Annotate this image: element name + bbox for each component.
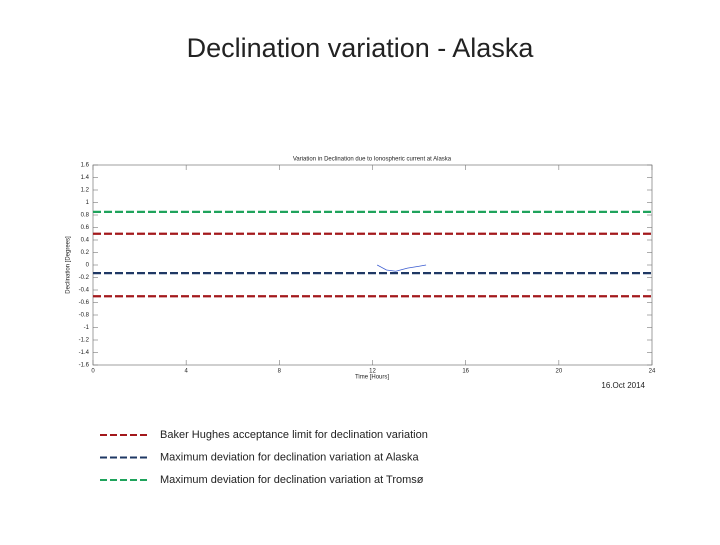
y-tick-label: 0	[86, 263, 90, 269]
x-tick-label: 16	[462, 369, 469, 375]
legend-label: Baker Hughes acceptance limit for declin…	[160, 429, 428, 441]
x-tick-label: 8	[278, 369, 282, 375]
y-tick-label: -1	[84, 325, 90, 331]
x-axis-label: Time [Hours]	[355, 375, 389, 381]
y-tick-label: -0.2	[79, 275, 90, 281]
y-tick-label: 1	[86, 200, 90, 206]
legend-label: Maximum deviation for declination variat…	[160, 451, 420, 463]
y-tick-label: 0.8	[81, 213, 90, 219]
y-tick-label: 0.4	[81, 238, 90, 244]
date-label: 16.Oct 2014	[601, 381, 645, 390]
y-tick-label: 1.2	[81, 188, 90, 194]
data-line	[376, 264, 427, 272]
y-tick-label: -0.8	[79, 313, 90, 319]
x-tick-label: 12	[369, 369, 376, 375]
y-tick-label: -1.6	[79, 363, 90, 369]
y-tick-label: 0.6	[81, 225, 90, 231]
x-tick-label: 24	[649, 369, 656, 375]
y-tick-label: -0.6	[79, 300, 90, 306]
y-tick-label: 0.2	[81, 250, 90, 256]
y-tick-label: -0.4	[79, 288, 90, 294]
legend-label: Maximum deviation for declination variat…	[160, 474, 424, 486]
y-tick-label: 1.6	[81, 163, 90, 169]
slide-title: Declination variation - Alaska	[187, 33, 535, 63]
plot-frame	[92, 164, 653, 366]
y-tick-label: -1.4	[79, 350, 90, 356]
chart-title: Variation in Declination due to Ionosphe…	[293, 157, 452, 163]
y-tick-label: 1.4	[81, 175, 90, 181]
x-tick-label: 4	[184, 369, 188, 375]
y-tick-label: -1.2	[79, 338, 90, 344]
y-axis-label: Declination [Degrees]	[66, 236, 72, 294]
x-tick-label: 20	[555, 369, 562, 375]
x-tick-label: 0	[91, 369, 95, 375]
